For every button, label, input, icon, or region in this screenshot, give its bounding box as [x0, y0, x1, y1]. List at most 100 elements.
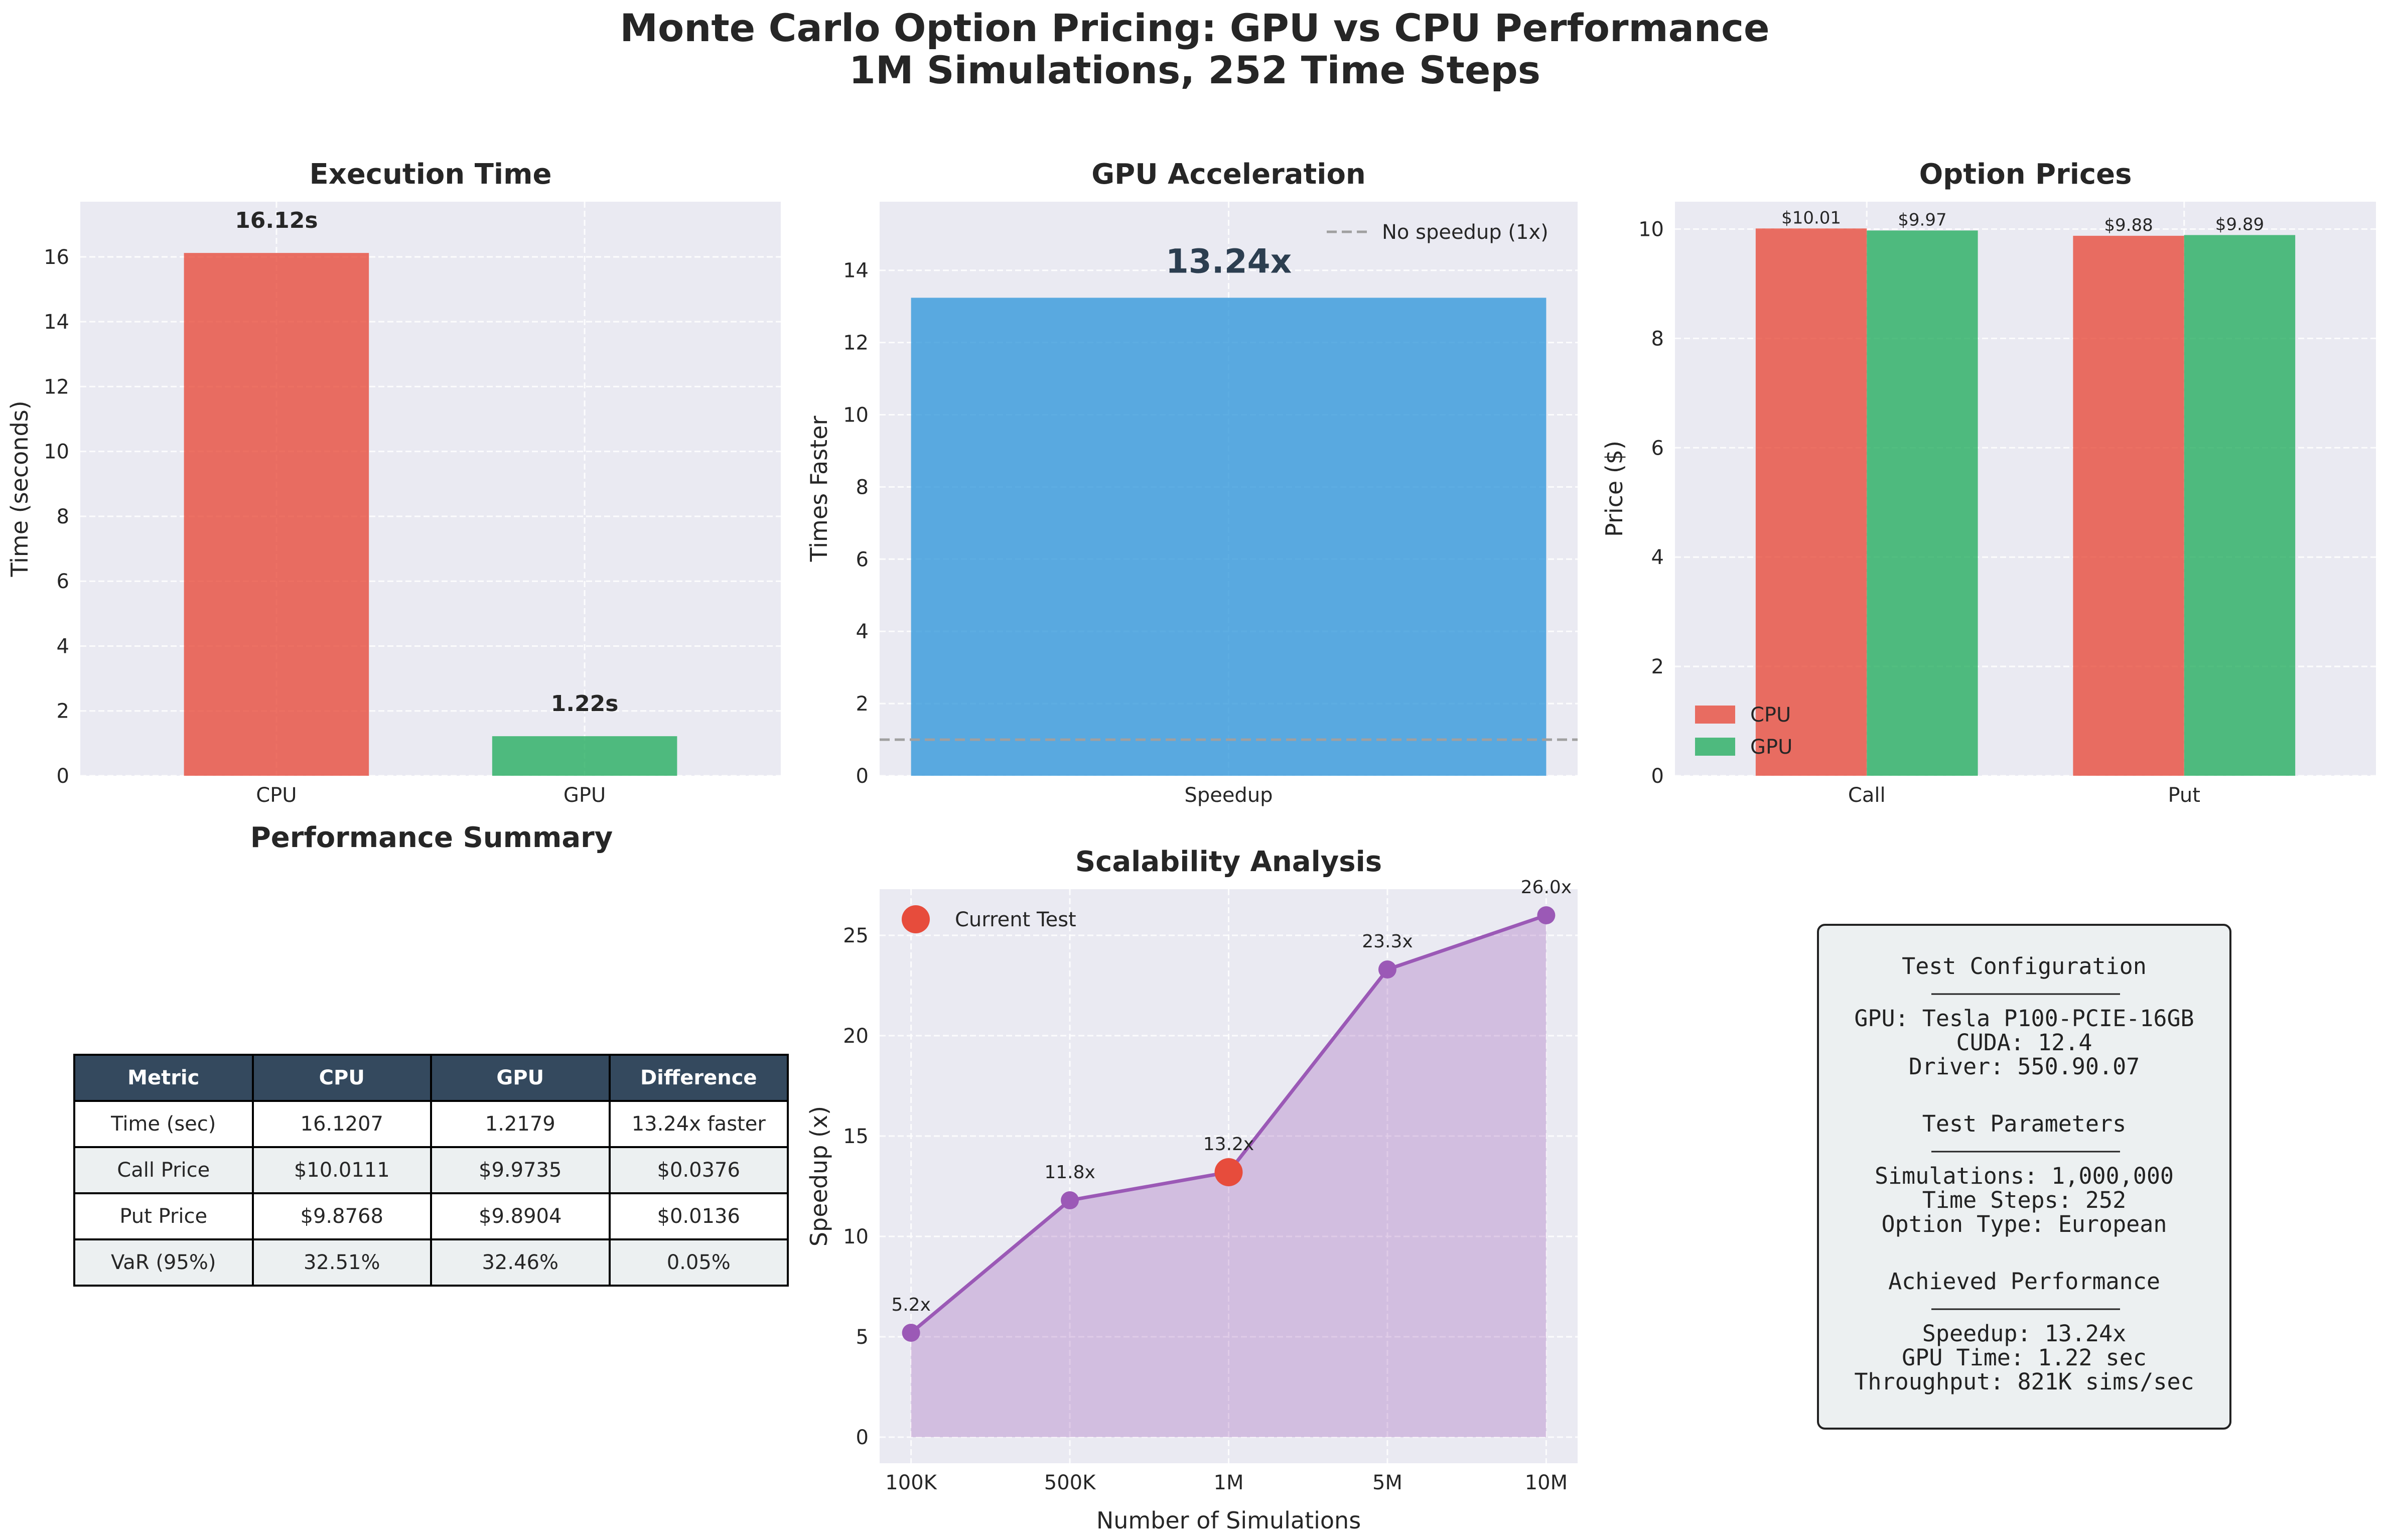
config-line: Simulations: 1,000,000: [1874, 1163, 2174, 1189]
y-tick-label: 20: [843, 1025, 869, 1048]
bar-cpu-call: [1755, 228, 1867, 776]
table-cell: Call Price: [73, 1146, 254, 1194]
y-tick-label: 6: [856, 548, 869, 571]
bar-value-label: $9.88: [2104, 215, 2153, 235]
legend-swatch-cpu: [1695, 706, 1735, 724]
y-tick-label: 4: [856, 620, 869, 643]
y-tick-label: 8: [856, 476, 869, 499]
y-tick-label: 0: [57, 765, 69, 788]
y-tick-label: 14: [843, 259, 869, 283]
config-dividers: [1931, 993, 2120, 1310]
y-tick-label: 4: [1651, 546, 1664, 569]
data-point: [1537, 906, 1556, 924]
data-point-label: 11.8x: [1044, 1162, 1095, 1183]
header-cpu: CPU: [251, 1054, 432, 1102]
table-row: Put Price $9.8768 $9.8904 $0.0136: [73, 1192, 789, 1240]
x-tick-label: Call: [1848, 784, 1886, 807]
data-point-label: 26.0x: [1521, 877, 1572, 898]
y-tick-label: 12: [44, 375, 69, 398]
summary-title: Performance Summary: [250, 821, 613, 854]
table-cell: VaR (95%): [73, 1238, 254, 1287]
config-line: Speedup: 13.24x: [1922, 1320, 2127, 1347]
x-tick-label: 10M: [1525, 1471, 1568, 1494]
y-axis-label: Price ($): [1601, 441, 1628, 537]
chart-title: Execution Time: [310, 158, 552, 191]
y-tick-label: 5: [856, 1326, 869, 1349]
x-tick-label: 500K: [1044, 1471, 1096, 1494]
y-tick-label: 10: [843, 1225, 869, 1248]
y-tick-label: 6: [1651, 437, 1664, 460]
table-cell: 0.05%: [608, 1238, 789, 1287]
test-configuration-box: Test Configuration GPU: Tesla P100-PCIE-…: [1817, 924, 2231, 1430]
bar-cpu-put: [2073, 235, 2184, 776]
bar-value-label: 16.12s: [235, 208, 318, 233]
data-point-label: 23.3x: [1362, 931, 1413, 952]
y-tick-label: 2: [856, 692, 869, 716]
table-cell: $10.0111: [251, 1146, 432, 1194]
figure-title-line2: 1M Simulations, 252 Time Steps: [849, 48, 1540, 92]
y-tick-label: 16: [44, 246, 69, 269]
table-cell: $9.8768: [251, 1192, 432, 1240]
bar-gpu-call: [1867, 230, 1978, 776]
table-row: Time (sec) 16.1207 1.2179 13.24x faster: [73, 1100, 789, 1148]
y-tick-label: 12: [843, 332, 869, 355]
table-cell: 1.2179: [430, 1100, 611, 1148]
y-tick-label: 14: [44, 311, 69, 334]
data-point: [1378, 960, 1396, 978]
config-line: CUDA: 12.4: [1956, 1029, 2092, 1056]
x-tick-label: GPU: [564, 784, 606, 807]
bar-gpu: [492, 736, 677, 776]
scalability-chart: 0 5 10 15 20 25 Scalability Analysis Speedup (x…: [805, 846, 1578, 1534]
x-tick-label: 1M: [1214, 1471, 1244, 1494]
y-axis-label: Time (seconds): [6, 400, 33, 577]
table-cell: 13.24x faster: [608, 1100, 789, 1148]
table-cell: 16.1207: [251, 1100, 432, 1148]
y-tick-label: 10: [1638, 218, 1664, 241]
y-axis-label: Speedup (x): [805, 1106, 832, 1246]
y-tick-label: 4: [57, 635, 69, 658]
config-line: GPU Time: 1.22 sec: [1902, 1344, 2147, 1371]
header-gpu: GPU: [430, 1054, 611, 1102]
x-tick-label: CPU: [256, 784, 297, 807]
y-tick-label: 6: [57, 570, 69, 593]
data-point-label: 13.2x: [1203, 1134, 1254, 1155]
y-tick-label: 0: [1651, 765, 1664, 788]
table-cell: $0.0376: [608, 1146, 789, 1194]
chart-title: Scalability Analysis: [1075, 846, 1382, 878]
table-cell: Time (sec): [73, 1100, 254, 1148]
chart-title: GPU Acceleration: [1091, 158, 1366, 191]
bar-value-label: 13.24x: [1166, 242, 1292, 281]
bar-gpu-put: [2184, 235, 2296, 776]
config-heading-parameters: Test Parameters: [1922, 1110, 2127, 1137]
bar-cpu: [184, 253, 369, 776]
x-tick-label: 100K: [885, 1471, 937, 1494]
legend-label-current-test: Current Test: [955, 908, 1076, 931]
bar-speedup: [911, 298, 1547, 776]
legend-label-no-speedup: No speedup (1x): [1382, 221, 1549, 244]
header-difference: Difference: [608, 1054, 789, 1102]
performance-summary-table: Metric CPU GPU Difference Time (sec) 16.…: [73, 1054, 789, 1287]
y-tick-label: 0: [856, 1426, 869, 1449]
config-line: GPU: Tesla P100-PCIE-16GB: [1854, 1005, 2194, 1032]
y-tick-label: 25: [843, 924, 869, 947]
data-point: [902, 1324, 920, 1342]
x-axis-label: Number of Simulations: [1096, 1507, 1361, 1534]
y-axis-label: Times Faster: [805, 416, 832, 563]
data-point: [1061, 1191, 1079, 1209]
execution-time-chart: 0 2 4 6 8 10 12 14 16 Execution Time Time (seconds…: [6, 158, 781, 807]
y-tick-label: 8: [1651, 327, 1664, 350]
table-row: Call Price $10.0111 $9.9735 $0.0376: [73, 1146, 789, 1194]
y-tick-label: 15: [843, 1125, 869, 1148]
bar-value-label: 1.22s: [551, 691, 619, 717]
bar-value-label: $10.01: [1781, 208, 1841, 228]
table-cell: 32.46%: [430, 1238, 611, 1287]
table-header-row: Metric CPU GPU Difference: [73, 1054, 789, 1102]
table-row: VaR (95%) 32.51% 32.46% 0.05%: [73, 1238, 789, 1287]
config-line: Driver: 550.90.07: [1908, 1053, 2140, 1080]
option-prices-chart: 0 2 4 6 8 10 Option Prices Price ($) $10.01 $9.97…: [1601, 158, 2376, 807]
legend-swatch-gpu: [1695, 738, 1735, 756]
y-tick-label: 8: [57, 505, 69, 528]
table-cell: $9.8904: [430, 1192, 611, 1240]
y-tick-label: 10: [44, 441, 69, 464]
